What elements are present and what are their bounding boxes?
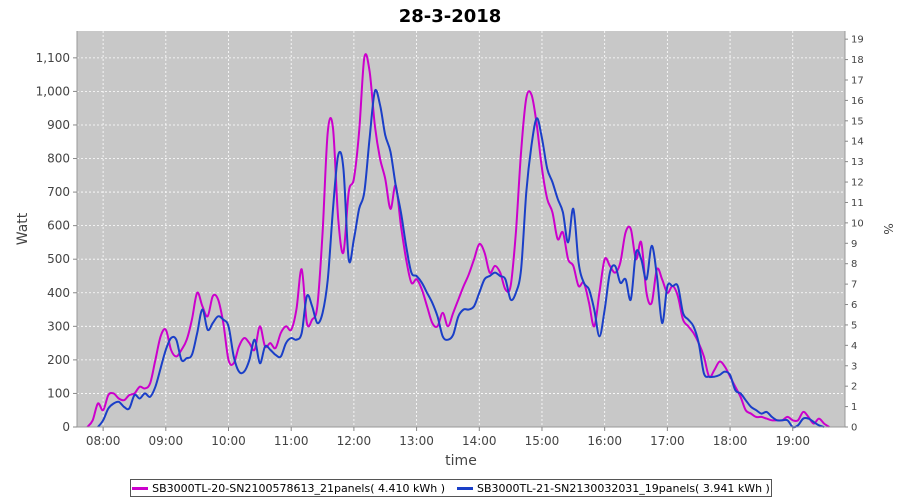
y-right-tick-label-0: 0 bbox=[851, 423, 857, 434]
y-tick-label-6: 600 bbox=[47, 219, 70, 233]
y-axis-label: Watt bbox=[15, 212, 31, 245]
y-tick-label-2: 200 bbox=[47, 353, 70, 367]
series-group bbox=[86, 53, 830, 429]
x-tick-label-10: 18:00 bbox=[713, 434, 748, 448]
y-right-tick-label-15: 15 bbox=[851, 116, 864, 127]
y-right-tick-label-9: 9 bbox=[851, 239, 857, 250]
legend-item-series-1: SB3000TL-20-SN2100578613_21panels( 4.410… bbox=[132, 482, 445, 495]
y-right-tick-label-7: 7 bbox=[851, 280, 857, 291]
y-right-tick-label-12: 12 bbox=[851, 178, 864, 189]
y-tick-label-3: 300 bbox=[47, 319, 70, 333]
y-right-tick-label-14: 14 bbox=[851, 137, 864, 148]
plot-area bbox=[77, 31, 845, 427]
x-tick-label-3: 11:00 bbox=[274, 434, 309, 448]
y-right-tick-label-6: 6 bbox=[851, 300, 857, 311]
x-tick-label-4: 12:00 bbox=[337, 434, 372, 448]
y-right-tick-label-5: 5 bbox=[851, 320, 857, 331]
x-tick-label-8: 16:00 bbox=[587, 434, 622, 448]
gridlines bbox=[77, 31, 845, 427]
series-line-1 bbox=[86, 53, 830, 428]
y-right-tick-label-19: 19 bbox=[851, 35, 864, 46]
y-tick-label-8: 800 bbox=[47, 152, 70, 166]
y-tick-label-5: 500 bbox=[47, 252, 70, 266]
y-right-tick-label-8: 8 bbox=[851, 259, 857, 270]
chart-title: 28-3-2018 bbox=[399, 6, 502, 27]
y-tick-label-7: 700 bbox=[47, 185, 70, 199]
y-right-tick-label-13: 13 bbox=[851, 157, 864, 168]
y-right-tick-label-18: 18 bbox=[851, 55, 864, 66]
series-line-2 bbox=[97, 89, 825, 429]
x-axis-label: time bbox=[445, 453, 477, 469]
legend-item-series-2: SB3000TL-21-SN2130032031_19panels( 3.941… bbox=[457, 482, 770, 495]
x-tick-label-1: 09:00 bbox=[149, 434, 184, 448]
legend-swatch-series-1 bbox=[132, 486, 149, 490]
x-tick-label-9: 17:00 bbox=[650, 434, 685, 448]
y-tick-label-4: 400 bbox=[47, 286, 70, 300]
y-tick-label-1: 100 bbox=[47, 386, 70, 400]
x-tick-label-5: 13:00 bbox=[399, 434, 434, 448]
legend-label-series-1: SB3000TL-20-SN2100578613_21panels( 4.410… bbox=[152, 481, 445, 495]
x-tick-label-6: 14:00 bbox=[462, 434, 497, 448]
x-axis-ticks: 08:00 09:00 10:00 11:00 12:00 13:00 14:00 15:00… bbox=[86, 427, 810, 448]
x-tick-label-7: 15:00 bbox=[525, 434, 560, 448]
legend-swatch-series-2 bbox=[457, 486, 473, 490]
y-axis-right-label: % bbox=[881, 223, 895, 234]
y-tick-label-9: 900 bbox=[47, 118, 70, 132]
legend: SB3000TL-20-SN2100578613_21panels( 4.410… bbox=[130, 479, 772, 497]
y-right-tick-label-1: 1 bbox=[851, 402, 857, 413]
y-right-tick-label-16: 16 bbox=[851, 96, 864, 107]
x-tick-label-2: 10:00 bbox=[211, 434, 246, 448]
y-axis-ticks: 0 100 200 300 400 500 600 700 800 900 1,000 1,100 bbox=[36, 51, 77, 434]
y-tick-label-10: 1,000 bbox=[36, 84, 70, 98]
legend-label-series-2: SB3000TL-21-SN2130032031_19panels( 3.941… bbox=[477, 481, 770, 495]
y-right-tick-label-10: 10 bbox=[851, 218, 864, 229]
y-tick-label-0: 0 bbox=[62, 420, 70, 434]
y-right-tick-label-11: 11 bbox=[851, 198, 864, 209]
y-right-tick-label-3: 3 bbox=[851, 361, 857, 372]
y-right-tick-label-2: 2 bbox=[851, 382, 857, 393]
y-right-tick-label-17: 17 bbox=[851, 75, 864, 86]
x-tick-label-11: 19:00 bbox=[775, 434, 810, 448]
y-right-tick-label-4: 4 bbox=[851, 341, 857, 352]
x-tick-label-0: 08:00 bbox=[86, 434, 121, 448]
y-tick-label-11: 1,100 bbox=[36, 51, 70, 65]
